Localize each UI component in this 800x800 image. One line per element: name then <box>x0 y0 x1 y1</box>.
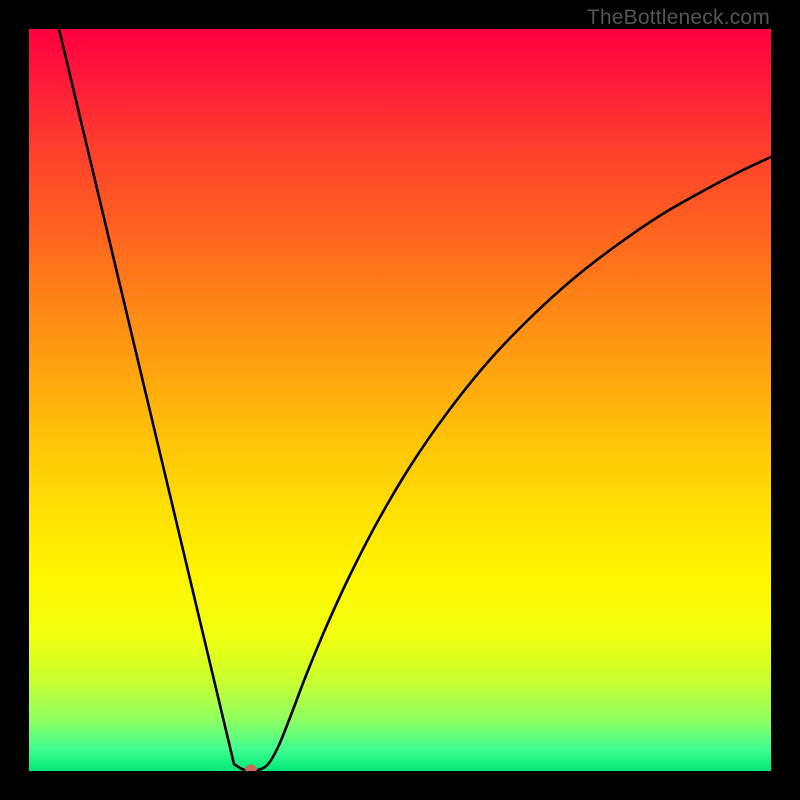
plot-area <box>29 29 771 771</box>
curve-layer <box>29 29 771 771</box>
watermark-text: TheBottleneck.com <box>587 6 770 30</box>
valley-marker <box>245 765 257 772</box>
bottleneck-curve <box>59 29 771 771</box>
chart-frame: TheBottleneck.com <box>0 0 800 800</box>
